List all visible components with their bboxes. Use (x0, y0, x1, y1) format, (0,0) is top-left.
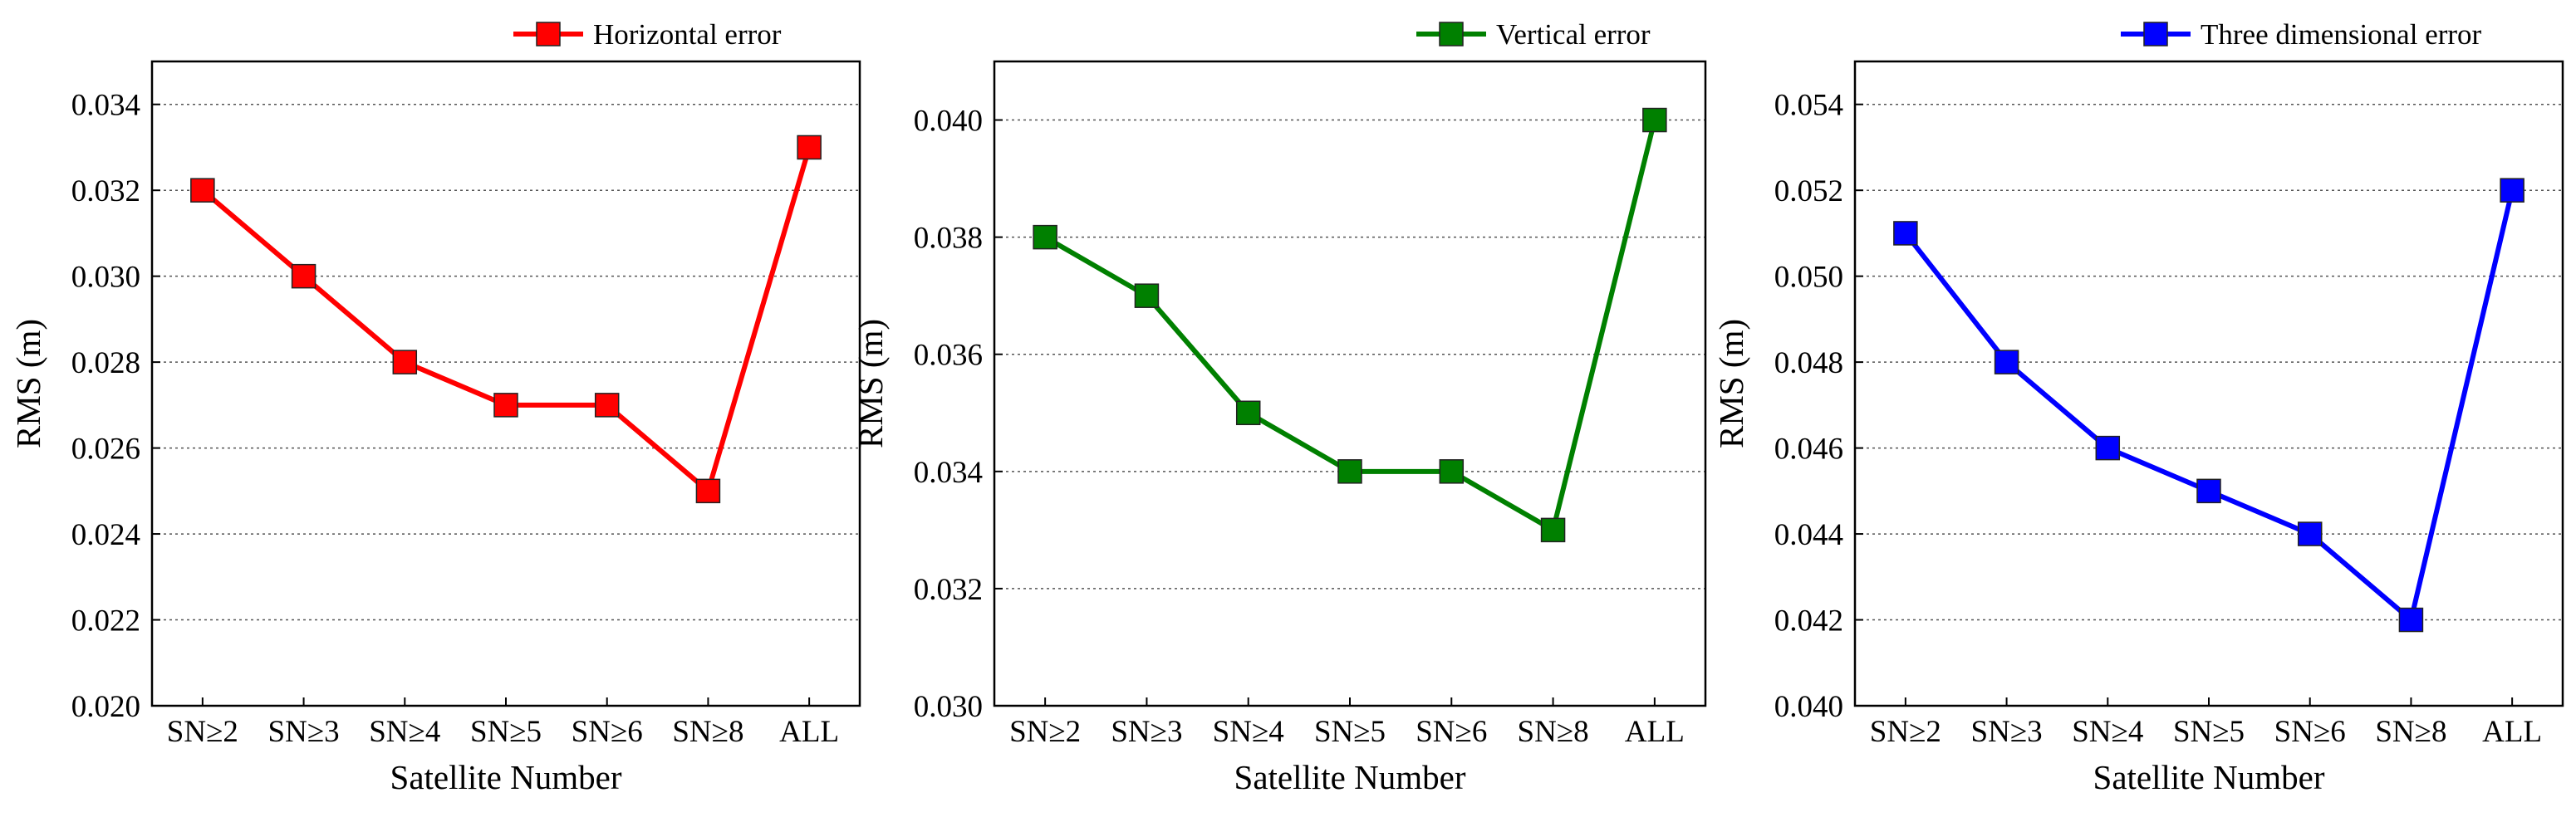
y-tick-label: 0.050 (1774, 261, 1843, 295)
x-tick-label: SN≥4 (2072, 715, 2143, 749)
x-tick-label: SN≥8 (672, 715, 743, 749)
y-tick-label: 0.046 (1774, 433, 1843, 467)
plot-frame (993, 60, 1707, 707)
x-tick-label: SN≥5 (470, 715, 542, 749)
y-tick-label: 0.044 (1774, 518, 1843, 552)
legend: Three dimensional error (2121, 18, 2482, 51)
y-tick-label: 0.034 (71, 89, 140, 123)
x-axis-label: Satellite Number (1234, 758, 1466, 796)
data-point (1540, 517, 1566, 543)
y-tick-label: 0.042 (1774, 604, 1843, 639)
x-tick-label: SN≥8 (1518, 715, 1589, 749)
x-tick-label: SN≥6 (2274, 715, 2346, 749)
data-point (392, 350, 418, 374)
x-tick-label: SN≥5 (1314, 715, 1386, 749)
y-tick-label: 0.020 (71, 690, 140, 724)
data-point (1134, 283, 1160, 308)
y-tick-label: 0.036 (914, 339, 983, 373)
y-tick-label: 0.038 (914, 222, 983, 256)
y-tick-label: 0.048 (1774, 346, 1843, 380)
legend-label: Vertical error (1496, 18, 1651, 51)
y-tick-label: 0.054 (1774, 89, 1843, 123)
x-tick-label: ALL (1625, 715, 1685, 749)
y-tick-label: 0.040 (914, 105, 983, 139)
data-point (797, 135, 822, 160)
legend-marker (2143, 22, 2168, 46)
x-tick-label: ALL (2482, 715, 2542, 749)
y-tick-label: 0.052 (1774, 174, 1843, 208)
y-tick-label: 0.024 (71, 518, 140, 552)
y-tick-label: 0.030 (914, 690, 983, 724)
data-point (1337, 459, 1362, 484)
data-point (493, 393, 518, 418)
chart-panel-3: 0.040 0.042 0.044 0.046 0.048 0.050 0.052 0.054… (1712, 18, 2564, 796)
x-tick-label: SN≥4 (369, 715, 440, 749)
data-point (291, 263, 316, 289)
series-line (200, 146, 812, 494)
plot-frame (150, 60, 861, 707)
y-tick-label: 0.032 (914, 573, 983, 607)
y-axis-label: RMS (m) (9, 319, 47, 448)
x-tick-label: SN≥3 (1111, 715, 1182, 749)
data-point (2095, 435, 2121, 461)
data-point (190, 178, 215, 203)
x-axis-label: Satellite Number (390, 758, 622, 796)
legend-label: Horizontal error (593, 18, 782, 51)
x-tick-label: SN≥3 (1971, 715, 2043, 749)
data-point (2297, 521, 2323, 546)
y-axis-label: RMS (m) (851, 319, 890, 448)
y-tick-label: 0.028 (71, 346, 140, 380)
data-point (1439, 459, 1465, 484)
y-tick-label: 0.022 (71, 604, 140, 639)
x-tick-label: SN≥8 (2375, 715, 2446, 749)
y-tick-label: 0.026 (71, 433, 140, 467)
y-tick-label: 0.040 (1774, 690, 1843, 724)
x-tick-label: SN≥6 (1416, 715, 1487, 749)
data-point (2398, 607, 2424, 633)
x-axis-label: Satellite Number (2093, 758, 2325, 796)
x-tick-label: ALL (779, 715, 839, 749)
data-point (1893, 221, 1918, 246)
x-tick-label: SN≥2 (167, 715, 238, 749)
y-tick-label: 0.034 (914, 456, 983, 490)
legend-marker (1439, 22, 1464, 46)
data-point (695, 478, 721, 504)
plot-frame (1853, 60, 2564, 707)
x-tick-label: SN≥6 (572, 715, 643, 749)
data-point (2196, 478, 2221, 504)
y-tick-label: 0.032 (71, 174, 140, 208)
legend-marker (536, 22, 561, 46)
y-axis-label: RMS (m) (1712, 319, 1750, 448)
chart-panel-2: 0.030 0.032 0.034 0.036 0.038 0.040 SN≥2 SN≥3 SN… (851, 18, 1707, 796)
x-tick-label: SN≥2 (1870, 715, 1941, 749)
data-point (594, 393, 620, 418)
series-line (1903, 189, 2515, 623)
data-point (1642, 107, 1667, 133)
x-tick-label: SN≥3 (268, 715, 340, 749)
chart-panel-1: 0.020 0.022 0.024 0.026 0.028 0.030 0.032 0.034… (9, 18, 861, 796)
data-point (2500, 178, 2524, 203)
x-tick-label: SN≥2 (1009, 715, 1081, 749)
x-tick-label: SN≥5 (2173, 715, 2245, 749)
data-point (1994, 350, 2019, 374)
legend-label: Three dimensional error (2201, 18, 2482, 51)
legend: Vertical error (1416, 18, 1651, 51)
legend: Horizontal error (513, 18, 782, 51)
data-point (1033, 224, 1057, 250)
x-tick-label: SN≥4 (1213, 715, 1284, 749)
y-tick-label: 0.030 (71, 261, 140, 295)
data-point (1235, 400, 1261, 426)
